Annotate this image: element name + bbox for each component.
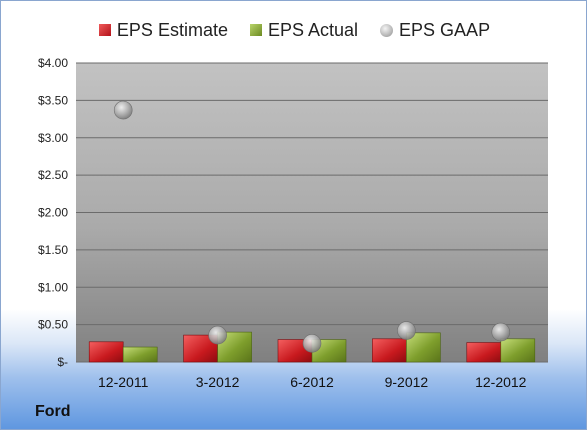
- y-axis-ticks: $4.00 $3.50 $3.00 $2.50 $2.00 $1.50 $1.00 $0.50…: [38, 56, 68, 369]
- legend-label-eps-gaap: EPS GAAP: [399, 19, 491, 40]
- y-tick-label: $2.50: [38, 168, 68, 182]
- legend-item-eps-gaap: EPS GAAP: [380, 20, 490, 41]
- point-eps-gaap: [397, 321, 416, 340]
- bar-eps-actual: [500, 338, 536, 363]
- point-eps-gaap: [491, 322, 511, 342]
- y-tick-label: $1.50: [38, 243, 68, 257]
- y-tick-label: $1.00: [38, 280, 68, 294]
- y-tick-label: $3.00: [38, 131, 68, 145]
- legend-swatch-eps-estimate: [98, 24, 111, 36]
- gaap-points: [113, 100, 511, 353]
- chart-legend: EPS Estimate EPS Actual EPS GAAP: [1, 17, 587, 43]
- y-tick-label: $0.50: [38, 318, 68, 332]
- legend-swatch-eps-actual: [249, 24, 262, 36]
- y-tick-label: $4.00: [38, 56, 68, 70]
- x-tick-label: 9-2012: [385, 374, 429, 390]
- company-label: Ford: [35, 403, 71, 420]
- bar-eps-estimate: [466, 342, 502, 363]
- bar-eps-estimate: [372, 338, 407, 363]
- bar-eps-estimate: [88, 341, 124, 363]
- y-tick-label: $2.00: [38, 206, 68, 220]
- x-tick-label: 3-2012: [196, 374, 240, 390]
- point-eps-gaap: [208, 325, 227, 345]
- legend-swatch-eps-gaap: [380, 23, 394, 37]
- legend-label-eps-actual: EPS Actual: [267, 19, 359, 40]
- point-eps-gaap: [113, 100, 133, 120]
- legend-item-eps-actual: EPS Actual: [249, 19, 359, 41]
- point-eps-gaap: [302, 334, 322, 353]
- bar-eps-actual: [122, 346, 158, 363]
- legend-item-eps-estimate: EPS Estimate: [98, 19, 228, 41]
- x-tick-label: 12-2012: [475, 374, 527, 390]
- x-axis-ticks: 12-2011 3-2012 6-2012 9-2012 12-2012: [98, 374, 527, 390]
- x-tick-label: 6-2012: [290, 374, 334, 390]
- y-tick-label: $-: [57, 355, 68, 369]
- x-tick-label: 12-2011: [98, 374, 149, 390]
- y-tick-label: $3.50: [38, 93, 68, 107]
- legend-label-eps-estimate: EPS Estimate: [116, 19, 228, 40]
